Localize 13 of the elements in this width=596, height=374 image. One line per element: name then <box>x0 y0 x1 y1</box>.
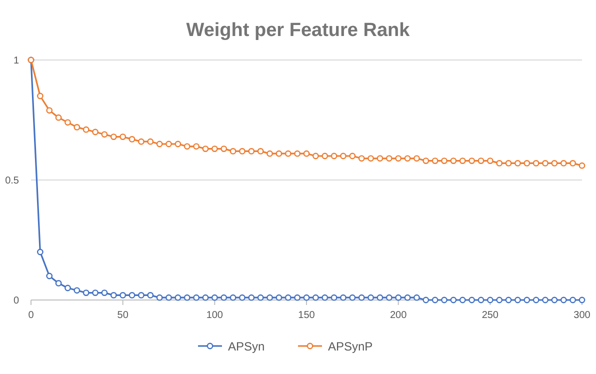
x-tick-label: 50 <box>117 310 129 321</box>
y-tick-label: 0 <box>13 296 20 306</box>
legend-label: APSynP <box>328 340 373 354</box>
y-tick-label: 0.5 <box>5 176 20 186</box>
x-tick-label: 250 <box>482 310 499 321</box>
x-tick-label: 100 <box>206 310 224 321</box>
chart-title: Weight per Feature Rank <box>186 20 410 41</box>
x-tick-label: 150 <box>298 310 316 321</box>
x-tick-label: 200 <box>390 310 408 321</box>
y-tick-label: 1 <box>13 56 20 66</box>
legend-label: APSyn <box>228 340 265 354</box>
x-tick-label: 0 <box>28 310 34 321</box>
x-tick-label: 300 <box>574 310 591 321</box>
